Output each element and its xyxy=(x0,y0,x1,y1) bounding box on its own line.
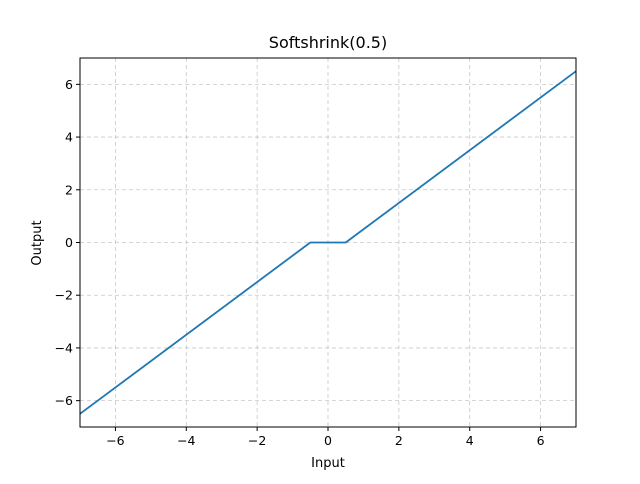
x-tick-label: 0 xyxy=(324,433,332,448)
x-tick-label: −2 xyxy=(248,433,266,448)
x-axis-label: Input xyxy=(311,456,345,471)
y-tick-label: 0 xyxy=(65,235,73,250)
y-tick-label: 4 xyxy=(65,130,73,145)
softshrink-series-line xyxy=(79,70,577,415)
y-tick-label: −2 xyxy=(55,288,73,303)
y-tick-label: 2 xyxy=(65,182,73,197)
chart-title: Softshrink(0.5) xyxy=(269,33,387,52)
x-tick-label: 4 xyxy=(466,433,474,448)
y-tick-label: −4 xyxy=(55,340,73,355)
series-layer xyxy=(79,70,577,415)
x-tick-label: −6 xyxy=(106,433,124,448)
x-tick-label: 2 xyxy=(395,433,403,448)
y-tick-label: −6 xyxy=(55,393,73,408)
axis-ticks: −6 −4 −2 0 2 4 6 −6 −4 −2 0 2 4 6 xyxy=(55,77,545,448)
y-tick-label: 6 xyxy=(65,77,73,92)
y-axis-label: Output xyxy=(30,220,45,265)
x-tick-label: 6 xyxy=(537,433,545,448)
x-tick-label: −4 xyxy=(177,433,195,448)
